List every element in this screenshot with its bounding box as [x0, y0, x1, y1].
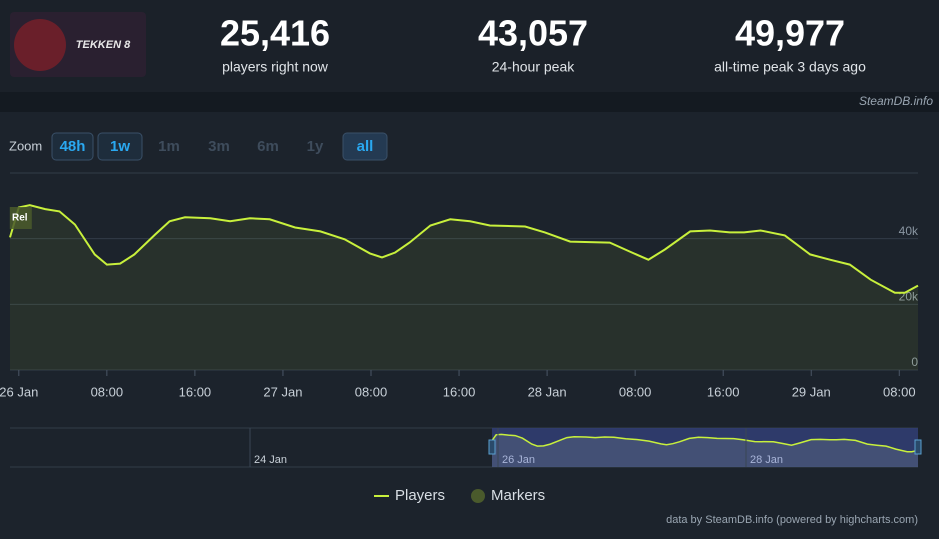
stat-value: 43,057	[478, 13, 588, 54]
site-name: SteamDB.info	[859, 94, 933, 108]
stat-value: 49,977	[735, 13, 845, 54]
x-tick-label: 29 Jan	[792, 384, 831, 399]
x-tick-label: 16:00	[707, 384, 740, 399]
x-tick-label: 08:00	[355, 384, 388, 399]
zoom-button-label: 6m	[257, 138, 279, 155]
chart-panel	[0, 112, 939, 539]
zoom-label: Zoom	[9, 138, 42, 153]
marker-label: Rel	[12, 213, 28, 224]
x-tick-label: 28 Jan	[528, 384, 567, 399]
zoom-button[interactable]	[97, 132, 143, 161]
x-tick-label: 16:00	[443, 384, 476, 399]
navigator-label: 24 Jan	[254, 454, 287, 466]
x-tick-label: 26 Jan	[0, 384, 38, 399]
zoom-button-label: 1m	[158, 138, 180, 155]
logo-art	[14, 19, 66, 71]
y-tick-label: 40k	[899, 224, 919, 238]
navigator-label: 28 Jan	[750, 454, 783, 466]
x-tick-label: 08:00	[91, 384, 124, 399]
legend-marker	[471, 489, 485, 503]
stat-label: all-time peak 3 days ago	[714, 59, 866, 75]
zoom-button[interactable]	[51, 132, 94, 161]
x-tick-label: 16:00	[179, 384, 212, 399]
x-tick-label: 08:00	[883, 384, 916, 399]
header-bar	[0, 0, 939, 92]
navigator-line	[491, 433, 919, 453]
zoom-button[interactable]	[342, 132, 388, 161]
x-tick-label: 27 Jan	[263, 384, 302, 399]
area	[10, 205, 918, 370]
stat-label: players right now	[222, 59, 329, 75]
zoom-button-label: 48h	[60, 138, 86, 155]
legend-label[interactable]: Markers	[491, 487, 545, 504]
logo-text: TEKKEN 8	[76, 39, 131, 51]
x-tick-label: 08:00	[619, 384, 652, 399]
navigator-label: 26 Jan	[502, 454, 535, 466]
zoom-button-label: 3m	[208, 138, 230, 155]
navigator-selection	[492, 428, 918, 467]
y-tick-label: 0	[911, 355, 918, 369]
navigator-handle[interactable]	[914, 439, 922, 455]
navigator-handle[interactable]	[488, 439, 496, 455]
zoom-button-label: all	[357, 138, 374, 155]
zoom-button-label: 1y	[307, 138, 324, 155]
stat-value: 25,416	[220, 13, 330, 54]
credits: data by SteamDB.info (powered by highcha…	[666, 514, 918, 526]
navigator-area	[492, 434, 918, 467]
marker-flag	[9, 207, 32, 229]
stat-label: 24-hour peak	[492, 59, 576, 75]
zoom-button-label: 1w	[110, 138, 130, 155]
legend-label[interactable]: Players	[395, 487, 445, 504]
line	[9, 204, 919, 294]
